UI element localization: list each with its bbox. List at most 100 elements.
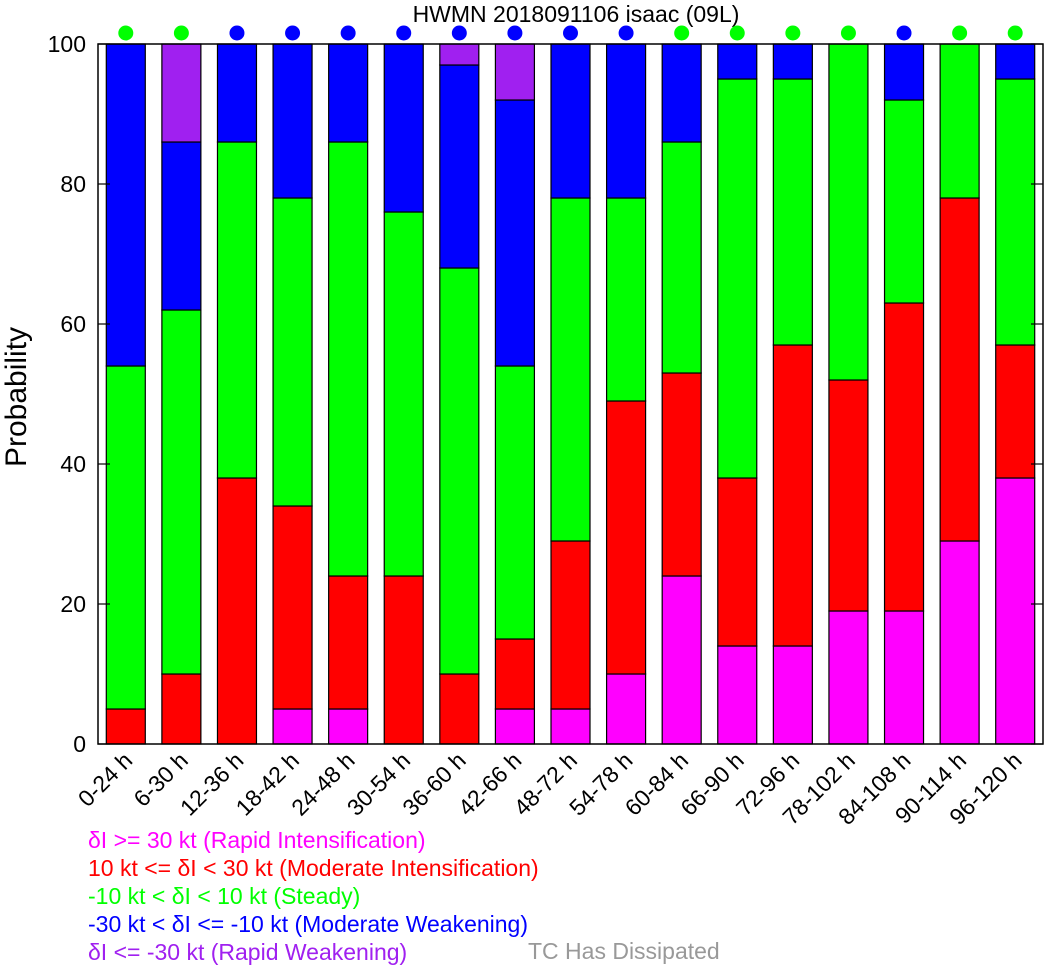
bar-segment-rapid-weakening — [439, 43, 480, 66]
bar-segment-rapid-intensification — [772, 645, 813, 745]
bar-segment-steady — [772, 78, 813, 346]
bar-segment-moderate-intensification — [439, 673, 480, 745]
bar-segment-rapid-intensification — [939, 540, 980, 745]
bar-segment-rapid-intensification — [717, 645, 758, 745]
bar-segment-steady — [717, 78, 758, 479]
bar-segment-rapid-intensification — [605, 673, 647, 745]
bar-segment-steady — [383, 211, 424, 577]
chart-title: HWMN 2018091106 isaac (09L) — [413, 1, 740, 27]
bar-segment-moderate-intensification — [550, 540, 591, 710]
y-tick-label: 100 — [48, 31, 86, 57]
bar-segment-rapid-intensification — [272, 708, 313, 745]
top-marker-dot — [229, 25, 245, 41]
top-marker-dot — [563, 25, 578, 41]
bar-segment-steady — [494, 365, 536, 640]
x-axis: 0-24 h6-30 h12-36 h18-42 h24-48 h30-54 h… — [73, 747, 1027, 830]
bar-segment-moderate-intensification — [105, 708, 146, 745]
y-axis-label: Probability — [0, 327, 33, 467]
bar-segment-moderate-intensification — [494, 638, 536, 710]
bar-segment-steady — [272, 197, 313, 507]
bar-segment-rapid-intensification — [661, 575, 702, 745]
legend-item-moderate-intensification: 10 kt <= δI < 30 kt (Moderate Intensific… — [88, 855, 539, 881]
bar-segment-moderate-intensification — [383, 575, 424, 745]
bar-segment-moderate-intensification — [772, 344, 813, 647]
legend-item-steady: -10 kt < δI < 10 kt (Steady) — [88, 883, 361, 909]
top-marker-dot — [173, 25, 189, 41]
bar-segment-moderate-intensification — [939, 197, 980, 542]
top-markers — [118, 25, 1023, 41]
bar-segment-steady — [439, 267, 480, 675]
bar-segment-steady — [939, 43, 980, 199]
plot-frame — [97, 43, 1044, 745]
top-marker-dot — [118, 25, 134, 41]
bar-segment-steady — [216, 141, 258, 479]
legend-item-rapid-weakening: δI <= -30 kt (Rapid Weakening) — [88, 939, 408, 965]
bar-segment-moderate-intensification — [328, 575, 369, 710]
bar-segment-moderate-weakening — [272, 43, 313, 199]
bar-segment-moderate-intensification — [717, 477, 758, 647]
bar-segment-rapid-intensification — [494, 708, 536, 745]
bar-segment-moderate-weakening — [494, 99, 536, 367]
bar-segment-rapid-intensification — [328, 708, 369, 745]
bar-segment-steady — [661, 141, 702, 374]
top-marker-dot — [729, 25, 745, 41]
bar-segment-moderate-intensification — [216, 477, 258, 745]
top-marker-dot — [340, 25, 356, 41]
top-marker-dot — [1007, 25, 1023, 41]
bar-segment-steady — [328, 141, 369, 577]
bar-segment-steady — [105, 365, 146, 710]
legend: δI >= 30 kt (Rapid Intensification) 10 k… — [88, 826, 539, 966]
bar-segment-steady — [605, 197, 647, 402]
bar-segment-steady — [550, 197, 591, 542]
bar-segment-moderate-intensification — [995, 344, 1036, 479]
dissipated-label: TC Has Dissipated — [528, 938, 720, 964]
top-marker-dot — [785, 25, 801, 41]
y-axis: 0 20 40 60 80 100 — [48, 31, 1043, 757]
bar-segment-moderate-weakening — [883, 43, 925, 101]
top-marker-dot — [952, 25, 968, 41]
legend-item-rapid-intensification: δI >= 30 kt (Rapid Intensification) — [88, 827, 426, 853]
top-marker-dot — [674, 25, 690, 41]
y-tick-label: 80 — [60, 171, 86, 197]
legend-item-moderate-weakening: -30 kt < δI <= -10 kt (Moderate Weakenin… — [88, 911, 529, 937]
top-marker-dot — [618, 25, 634, 41]
bar-segment-moderate-weakening — [717, 43, 758, 80]
bars-group — [105, 43, 1036, 745]
bar-segment-moderate-intensification — [161, 673, 202, 745]
bar-segment-moderate-intensification — [661, 372, 702, 577]
bar-segment-moderate-weakening — [216, 43, 258, 143]
bar-segment-steady — [828, 43, 869, 381]
bar-segment-rapid-intensification — [550, 708, 591, 745]
bar-segment-steady — [161, 309, 202, 675]
bar-segment-moderate-weakening — [772, 43, 813, 80]
bar-segment-moderate-intensification — [605, 400, 647, 675]
top-marker-dot — [451, 25, 467, 41]
bar-segment-rapid-weakening — [494, 43, 536, 101]
y-tick-label: 40 — [60, 451, 86, 477]
bar-segment-moderate-weakening — [605, 43, 647, 199]
bar-segment-steady — [883, 99, 925, 304]
bar-segment-rapid-intensification — [828, 610, 869, 745]
bar-segment-moderate-weakening — [995, 43, 1036, 80]
top-marker-dot — [896, 25, 912, 41]
bar-segment-moderate-intensification — [828, 379, 869, 612]
bar-segment-moderate-weakening — [328, 43, 369, 143]
bar-segment-moderate-weakening — [550, 43, 591, 199]
bar-segment-rapid-intensification — [883, 610, 925, 745]
y-tick-label: 60 — [60, 311, 86, 337]
bar-segment-rapid-intensification — [995, 477, 1036, 745]
bar-segment-moderate-intensification — [272, 505, 313, 710]
top-marker-dot — [285, 25, 301, 41]
bar-segment-steady — [995, 78, 1036, 346]
bar-segment-moderate-weakening — [383, 43, 424, 213]
bar-segment-rapid-weakening — [161, 43, 202, 143]
bar-segment-moderate-intensification — [883, 302, 925, 612]
bar-segment-moderate-weakening — [161, 141, 202, 311]
y-tick-label: 20 — [60, 591, 86, 617]
top-marker-dot — [840, 25, 856, 41]
top-marker-dot — [507, 25, 523, 41]
top-marker-dot — [396, 25, 412, 41]
y-tick-label: 0 — [73, 731, 86, 757]
bar-segment-moderate-weakening — [105, 43, 146, 367]
